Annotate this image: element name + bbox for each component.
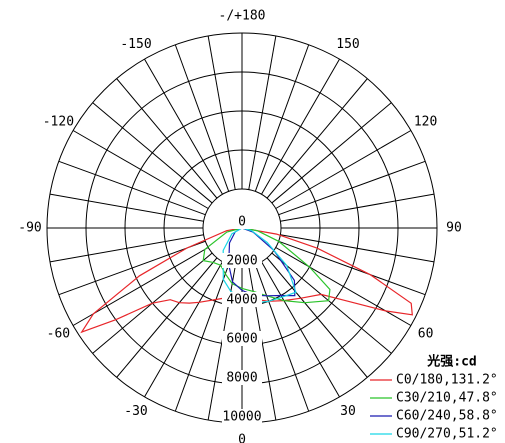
- spoke: [278, 240, 426, 296]
- spoke: [92, 102, 213, 204]
- spoke: [266, 257, 368, 378]
- spoke: [144, 58, 223, 195]
- spoke: [58, 160, 206, 216]
- angle-tick-label: 30: [340, 404, 356, 419]
- legend-label: C0/180,131.2°: [396, 373, 498, 388]
- spoke: [261, 261, 340, 398]
- spoke: [261, 58, 340, 195]
- r-tick-label: 6000: [226, 332, 257, 347]
- angle-tick-label: 150: [336, 37, 359, 52]
- angle-tick-label: 120: [414, 115, 437, 130]
- angle-tick-label: 0: [238, 433, 246, 443]
- legend-title: 光强:cd: [426, 354, 476, 370]
- spoke: [266, 78, 368, 199]
- r-tick-label: 2000: [226, 254, 257, 269]
- label-bg: [222, 409, 262, 424]
- angle-tick-label: 90: [446, 221, 462, 236]
- legend-label: C30/210,47.8°: [396, 391, 498, 406]
- angle-tick-label: -60: [47, 327, 70, 342]
- label-bg: [222, 370, 262, 385]
- intensity-curve: [80, 227, 413, 334]
- spoke: [254, 264, 310, 412]
- r-tick-label: 0: [238, 215, 246, 230]
- spoke: [278, 160, 426, 216]
- spoke: [116, 257, 218, 378]
- intensity-curve: [202, 227, 331, 304]
- angle-tick-label: -/+180: [219, 9, 266, 24]
- spoke: [271, 252, 392, 354]
- spoke: [58, 240, 206, 296]
- spoke: [49, 234, 204, 263]
- label-bg: [222, 292, 262, 307]
- spoke: [280, 234, 435, 263]
- legend-label: C60/240,58.8°: [396, 409, 498, 424]
- r-tick-label: 10000: [222, 410, 261, 425]
- r-tick-label: 8000: [226, 371, 257, 386]
- angle-tick-label: -90: [18, 221, 41, 236]
- legend-label: C90/270,51.2°: [396, 427, 498, 442]
- label-bg: [222, 253, 262, 268]
- angle-tick-label: -120: [43, 115, 74, 130]
- angle-tick-label: -150: [120, 37, 151, 52]
- spoke: [271, 102, 392, 204]
- angle-tick-label: -30: [124, 404, 147, 419]
- spoke: [275, 247, 412, 326]
- spoke: [174, 44, 230, 192]
- spoke: [248, 35, 277, 190]
- spoke: [49, 193, 204, 222]
- spoke: [72, 130, 209, 209]
- spoke: [275, 130, 412, 209]
- spoke: [207, 35, 236, 190]
- label-bg: [222, 331, 262, 346]
- angle-tick-label: 60: [418, 327, 434, 342]
- label-bg: [222, 214, 262, 229]
- spoke: [144, 261, 223, 398]
- spoke: [254, 44, 310, 192]
- spoke: [174, 264, 230, 412]
- r-tick-label: 4000: [226, 293, 257, 308]
- spoke: [280, 193, 435, 222]
- spoke: [116, 78, 218, 199]
